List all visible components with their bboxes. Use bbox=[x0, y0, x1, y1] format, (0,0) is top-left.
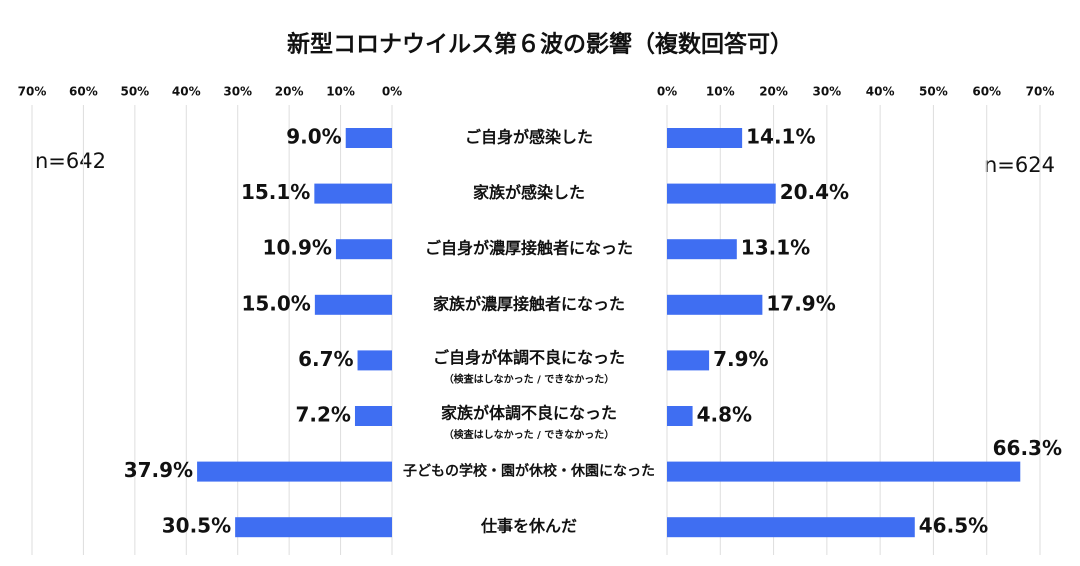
value-label: 9.0% bbox=[286, 125, 341, 149]
bar bbox=[667, 517, 915, 538]
category-label: 仕事を休んだ bbox=[480, 517, 577, 536]
x-tick-label: 70% bbox=[18, 85, 47, 99]
value-label: 7.9% bbox=[713, 347, 768, 371]
x-tick-label: 20% bbox=[275, 85, 304, 99]
x-tick-label: 10% bbox=[326, 85, 355, 99]
bar bbox=[667, 406, 693, 426]
category-label: 家族が感染した bbox=[473, 183, 585, 202]
category-label: 家族が濃厚接触者になった bbox=[433, 294, 625, 313]
value-label: 4.8% bbox=[697, 403, 752, 427]
x-tick-label: 40% bbox=[866, 85, 895, 99]
x-tick-label: 60% bbox=[69, 85, 98, 99]
value-label: 7.2% bbox=[296, 403, 351, 427]
bar bbox=[197, 461, 392, 482]
bar bbox=[235, 517, 392, 538]
bar bbox=[357, 350, 392, 371]
chart-title: 新型コロナウイルス第６波の影響（複数回答可） bbox=[287, 31, 793, 58]
category-label: 家族が体調不良になった bbox=[441, 404, 617, 423]
sample-size: n=624 bbox=[984, 153, 1055, 177]
category-note: （検査はしなかった / できなかった） bbox=[444, 372, 615, 385]
bar bbox=[314, 183, 392, 204]
category-label: ご自身が濃厚接触者になった bbox=[425, 239, 633, 258]
bar bbox=[667, 183, 776, 204]
value-label: 20.4% bbox=[780, 180, 849, 204]
x-tick-label: 60% bbox=[972, 85, 1001, 99]
value-label: 14.1% bbox=[746, 125, 815, 149]
value-label: 17.9% bbox=[766, 291, 835, 315]
x-tick-label: 50% bbox=[120, 85, 149, 99]
x-tick-label: 20% bbox=[759, 85, 788, 99]
category-label: ご自身が体調不良になった bbox=[433, 348, 625, 367]
x-tick-label: 30% bbox=[223, 85, 252, 99]
bar bbox=[667, 350, 710, 371]
value-label: 15.0% bbox=[241, 291, 310, 315]
value-label: 37.9% bbox=[124, 458, 193, 482]
x-tick-label: 50% bbox=[919, 85, 948, 99]
bar bbox=[667, 294, 763, 315]
bar bbox=[667, 461, 1021, 482]
category-label: ご自身が感染した bbox=[465, 128, 593, 147]
x-tick-label: 0% bbox=[657, 85, 677, 99]
x-tick-label: 10% bbox=[706, 85, 735, 99]
value-label: 13.1% bbox=[741, 236, 810, 260]
bar bbox=[354, 406, 392, 426]
category-label: 子どもの学校・園が休校・休園になった bbox=[403, 463, 655, 480]
value-label: 46.5% bbox=[919, 514, 988, 538]
bar bbox=[345, 128, 392, 148]
value-label: 66.3% bbox=[993, 436, 1062, 460]
x-tick-label: 30% bbox=[812, 85, 841, 99]
value-label: 15.1% bbox=[241, 180, 310, 204]
value-label: 6.7% bbox=[298, 347, 353, 371]
value-label: 10.9% bbox=[263, 236, 332, 260]
x-tick-label: 0% bbox=[382, 85, 402, 99]
bar bbox=[667, 128, 743, 148]
bar bbox=[335, 239, 392, 260]
x-tick-label: 70% bbox=[1026, 85, 1055, 99]
sample-size: n=642 bbox=[35, 149, 106, 173]
bar bbox=[667, 239, 737, 260]
bar bbox=[314, 294, 392, 315]
value-label: 30.5% bbox=[162, 514, 231, 538]
category-note: （検査はしなかった / できなかった） bbox=[444, 428, 615, 441]
x-tick-label: 40% bbox=[172, 85, 201, 99]
